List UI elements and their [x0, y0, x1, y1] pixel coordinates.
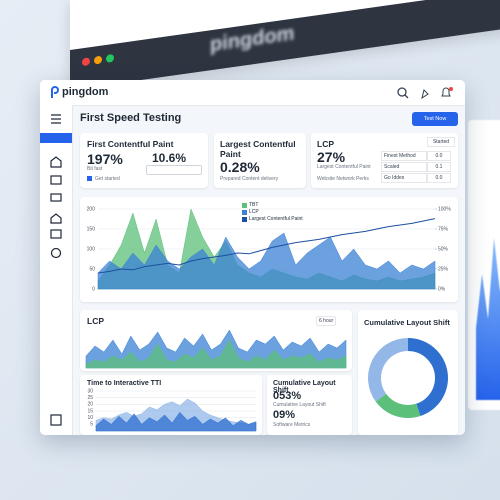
caption: Bit fast — [87, 166, 103, 172]
metric: 053% — [273, 390, 302, 402]
logo-icon — [51, 86, 59, 98]
control[interactable] — [146, 165, 202, 175]
series-area — [95, 411, 257, 432]
y2-tick-label: 75% — [438, 226, 449, 232]
sidebar-icons[interactable] — [40, 105, 72, 435]
logo[interactable]: pingdom — [62, 86, 109, 98]
caption: Website Network Perks — [317, 176, 369, 182]
y-tick-label: 150 — [87, 226, 96, 232]
card: Cumulative Layout Shift 053% Cumulative … — [267, 375, 352, 435]
donut-slice — [375, 393, 421, 418]
table-row: Scaled 0.1 — [381, 162, 451, 172]
row-label: Finest Method — [381, 151, 427, 161]
note: Get started — [95, 176, 120, 182]
panel-title: Time to Interactive TTI — [87, 380, 162, 387]
app-window: pingdom First Speed Testing Test Now Fir… — [40, 80, 465, 435]
badge[interactable]: Started — [427, 137, 455, 147]
top-icons[interactable] — [395, 86, 455, 100]
y-tick-label: 200 — [87, 206, 96, 212]
card-title: Cumulative Layout Shift — [273, 380, 336, 394]
legend-item: LCP — [242, 209, 303, 215]
panel: Time to Interactive TTI 5 10 15 20 25 30 — [80, 375, 262, 435]
y2-tick-label: 25% — [438, 266, 449, 272]
panel-title: Cumulative Layout Shift — [364, 318, 450, 327]
y-tick-label: 100 — [87, 246, 96, 252]
panel: LCP 6 hour — [80, 310, 352, 371]
series-area — [85, 339, 347, 369]
card-title: LCP — [317, 139, 334, 149]
card: LCP 27% Largest Contentful Paint Website… — [311, 133, 458, 188]
y-tick-label: 30 — [87, 388, 93, 394]
metric: 197% — [87, 151, 123, 167]
metric: 27% — [317, 149, 346, 165]
panel-title: LCP — [87, 316, 104, 326]
legend-label: LCP — [249, 209, 259, 215]
y2-tick-label: 100% — [438, 206, 451, 212]
card-title: First Contentful Paint — [87, 139, 174, 149]
row-label: Go Iddes — [381, 173, 427, 183]
card-title: Largest Contentful Paint — [220, 139, 296, 159]
y2-tick-label: 50% — [438, 246, 449, 252]
backdrop-window: pingdom — [70, 0, 500, 90]
caption: Cumulative Layout Shift — [273, 402, 326, 408]
card: First Contentful Paint 197% 10.6% Bit fa… — [80, 133, 208, 188]
metric: 0.28% — [220, 159, 260, 175]
caption: Largest Contentful Paint — [317, 164, 371, 170]
panel: Cumulative Layout Shift — [358, 310, 458, 435]
legend-item: TBT — [242, 202, 303, 208]
sidebar — [40, 105, 73, 435]
top-bar: pingdom — [40, 80, 465, 106]
legend-item: Largest Contentful Paint — [242, 216, 303, 222]
lcp-chart — [85, 329, 347, 369]
donut-slice — [408, 338, 448, 417]
y-tick-label: 15 — [87, 408, 93, 414]
row-value: 0.1 — [427, 162, 451, 172]
caption: Software Metrics — [273, 422, 311, 428]
y-tick-label: 5 — [90, 422, 93, 428]
table-row: Finest Method 0.0 — [381, 151, 451, 161]
legend-label: TBT — [249, 202, 259, 208]
legend-swatch — [242, 209, 247, 215]
y2-tick-label: 0% — [438, 286, 446, 292]
note-icon — [87, 176, 92, 181]
row-label: Scaled — [381, 162, 427, 172]
card: Largest Contentful Paint 0.28% Prepared … — [214, 133, 306, 188]
caption: Prepared Content delivery — [220, 176, 279, 182]
side-window — [468, 120, 500, 410]
y-tick-label: 50 — [89, 266, 95, 272]
series-area — [97, 232, 436, 290]
metric: 10.6% — [152, 151, 187, 165]
y-tick-label: 20 — [87, 402, 93, 408]
y-tick-label: 10 — [87, 415, 93, 421]
page-title: First Speed Testing — [80, 112, 182, 124]
table: Finest Method 0.0 Scaled 0.1 Go Iddes 0.0 — [381, 151, 451, 184]
dropdown[interactable]: 6 hour — [316, 316, 337, 326]
legend-label: Largest Contentful Paint — [249, 216, 303, 222]
main-chart: 0 50 100 150 200 0% 25% 50% 75% 100% — [87, 206, 452, 292]
row-value: 0.0 — [427, 173, 451, 183]
metric: 09% — [273, 409, 296, 421]
y-tick-label: 25 — [87, 395, 93, 401]
legend-swatch — [242, 216, 247, 222]
row-value: 0.0 — [427, 151, 451, 161]
panel: 0 50 100 150 200 0% 25% 50% 75% 100% TBT LCP Larges… — [80, 197, 458, 302]
y-tick-label: 0 — [92, 286, 95, 292]
table-row: Go Iddes 0.0 — [381, 173, 451, 183]
donut-chart — [368, 338, 448, 418]
donut-slice — [368, 338, 408, 402]
legend: TBT LCP Largest Contentful Paint — [242, 202, 303, 223]
series-line — [97, 218, 436, 274]
side-chart — [476, 238, 500, 400]
legend-swatch — [242, 202, 247, 208]
test-button[interactable]: Test Now — [412, 112, 458, 126]
